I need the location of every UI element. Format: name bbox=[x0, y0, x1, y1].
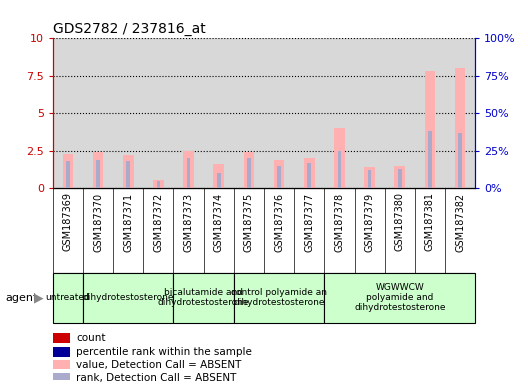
Bar bbox=[234, 273, 324, 323]
Bar bbox=[126, 161, 130, 188]
Bar bbox=[337, 151, 341, 188]
Text: GSM187381: GSM187381 bbox=[425, 192, 435, 252]
Bar bbox=[428, 131, 432, 188]
Text: GSM187370: GSM187370 bbox=[93, 192, 103, 252]
Text: percentile rank within the sample: percentile rank within the sample bbox=[76, 347, 252, 357]
Bar bbox=[394, 166, 405, 188]
Bar bbox=[66, 161, 70, 188]
Bar bbox=[174, 273, 234, 323]
Bar bbox=[96, 160, 100, 188]
Text: WGWWCW
polyamide and
dihydrotestosterone: WGWWCW polyamide and dihydrotestosterone bbox=[354, 283, 446, 313]
Text: GSM187373: GSM187373 bbox=[184, 192, 194, 252]
Bar bbox=[53, 333, 70, 343]
Bar bbox=[425, 71, 435, 188]
Text: GSM187375: GSM187375 bbox=[244, 192, 254, 252]
Bar bbox=[187, 158, 191, 188]
Bar bbox=[53, 360, 70, 369]
Text: control polyamide an
dihydrotestosterone: control polyamide an dihydrotestosterone bbox=[231, 288, 327, 307]
Bar bbox=[458, 133, 462, 188]
Bar bbox=[398, 169, 402, 188]
Text: GSM187382: GSM187382 bbox=[455, 192, 465, 252]
Bar bbox=[307, 163, 311, 188]
Bar bbox=[183, 151, 194, 188]
Text: GSM187371: GSM187371 bbox=[123, 192, 133, 252]
Text: dihydrotestosterone: dihydrotestosterone bbox=[82, 293, 174, 302]
Bar bbox=[304, 158, 315, 188]
Bar bbox=[364, 167, 375, 188]
Text: ▶: ▶ bbox=[34, 291, 44, 304]
Text: count: count bbox=[76, 333, 106, 343]
Text: value, Detection Call = ABSENT: value, Detection Call = ABSENT bbox=[76, 360, 241, 370]
Text: GDS2782 / 237816_at: GDS2782 / 237816_at bbox=[53, 22, 205, 36]
Text: GSM187372: GSM187372 bbox=[154, 192, 163, 252]
Text: GSM187379: GSM187379 bbox=[365, 192, 374, 252]
Bar bbox=[368, 170, 371, 188]
Bar bbox=[123, 155, 134, 188]
Bar bbox=[213, 164, 224, 188]
Text: GSM187378: GSM187378 bbox=[334, 192, 344, 252]
Bar bbox=[63, 154, 73, 188]
Bar bbox=[53, 347, 70, 356]
Bar bbox=[243, 152, 254, 188]
Text: GSM187380: GSM187380 bbox=[395, 192, 405, 252]
Bar bbox=[83, 273, 174, 323]
Bar bbox=[274, 160, 285, 188]
Bar bbox=[157, 181, 160, 188]
Bar bbox=[93, 152, 103, 188]
Bar bbox=[277, 166, 281, 188]
Text: GSM187377: GSM187377 bbox=[304, 192, 314, 252]
Bar bbox=[324, 273, 475, 323]
Bar bbox=[53, 273, 83, 323]
Bar bbox=[455, 68, 465, 188]
Text: agent: agent bbox=[5, 293, 37, 303]
Bar bbox=[53, 372, 70, 382]
Bar bbox=[247, 158, 251, 188]
Text: bicalutamide and
dihydrotestosterone: bicalutamide and dihydrotestosterone bbox=[158, 288, 249, 307]
Bar bbox=[217, 173, 221, 188]
Text: untreated: untreated bbox=[45, 293, 90, 302]
Text: GSM187374: GSM187374 bbox=[214, 192, 224, 252]
Text: rank, Detection Call = ABSENT: rank, Detection Call = ABSENT bbox=[76, 373, 237, 383]
Text: GSM187369: GSM187369 bbox=[63, 192, 73, 252]
Text: GSM187376: GSM187376 bbox=[274, 192, 284, 252]
Bar bbox=[334, 128, 345, 188]
Bar bbox=[153, 180, 164, 188]
